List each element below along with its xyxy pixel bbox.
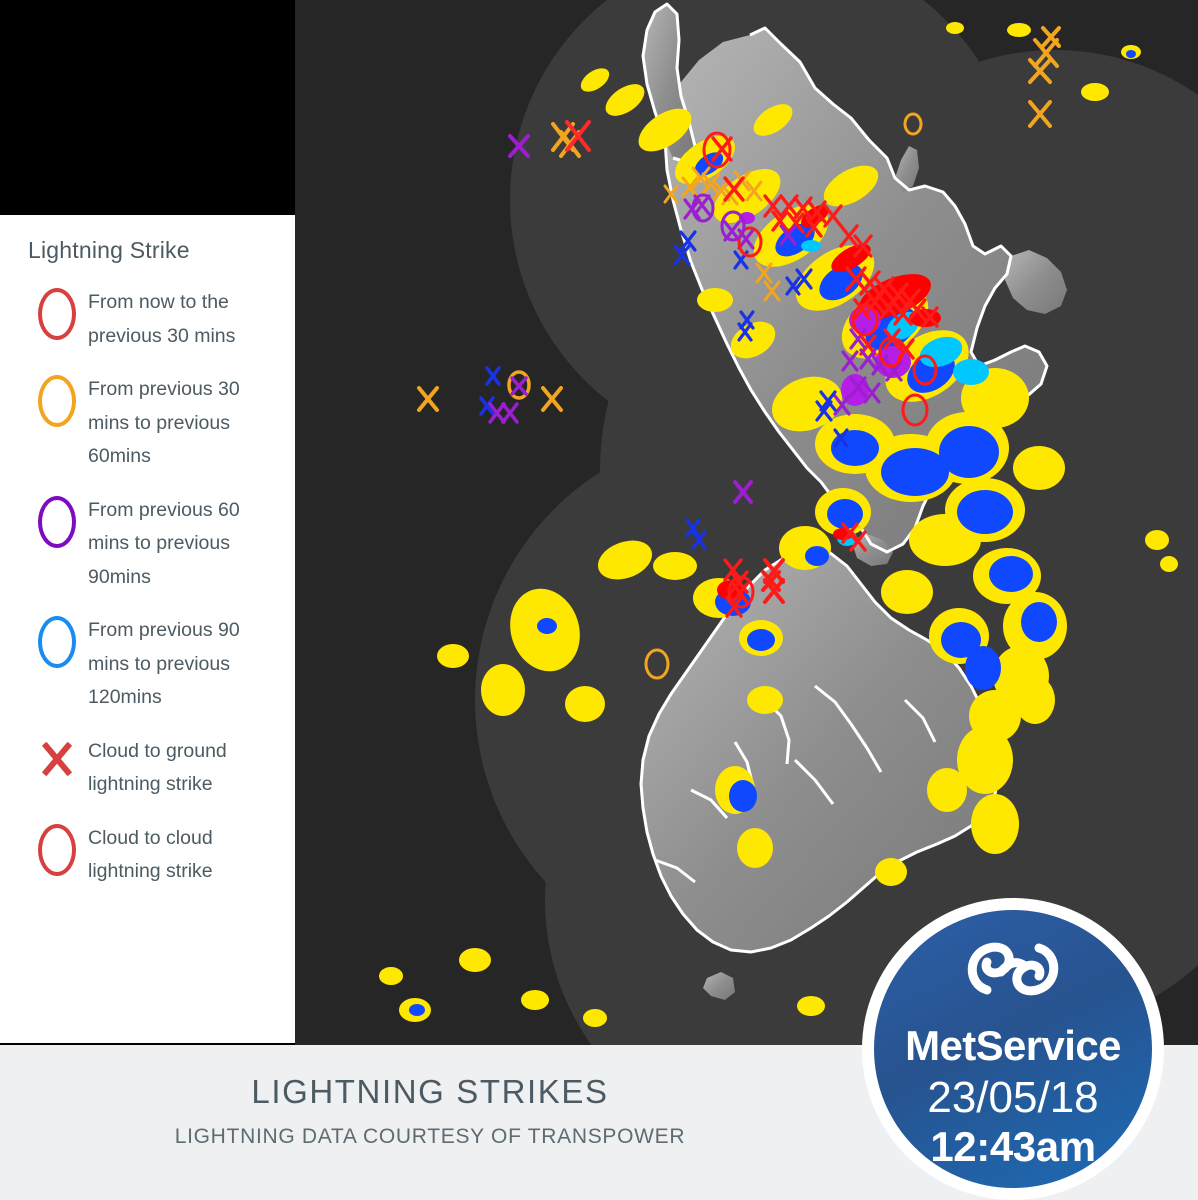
- lightning-strike-markers: [417, 26, 1061, 680]
- ring-purple-icon: [26, 494, 88, 548]
- ring-blue-icon: [26, 614, 88, 669]
- radar-map[interactable]: [295, 0, 1198, 1045]
- badge-time: 12:43am: [930, 1123, 1096, 1170]
- ring-orange-icon: [26, 373, 88, 428]
- legend-item-90-120: From previous 90 mins to previous 120min…: [26, 614, 295, 715]
- legend-item-cloud-to-cloud: Cloud to cloud lightning strike: [26, 822, 295, 889]
- legend-label-60-90: From previous 60 mins to previous 90mins: [88, 498, 240, 588]
- badge-disc: MetService 23/05/18 12:43am: [874, 910, 1152, 1188]
- legend-item-cloud-to-ground: Cloud to ground lightning strike: [26, 735, 295, 802]
- legend-label-0-30: From now to the previous 30 mins: [88, 291, 236, 347]
- legend-label-90-120: From previous 90 mins to previous 120min…: [88, 619, 240, 709]
- cloud-to-cloud-marker: [507, 370, 531, 400]
- legend-item-60-90: From previous 60 mins to previous 90mins: [26, 494, 295, 595]
- legend-label-cloud-to-cloud: Cloud to cloud lightning strike: [88, 826, 213, 883]
- cross-red-icon: [26, 735, 88, 781]
- page-title: LIGHTNING STRIKES: [251, 1073, 609, 1110]
- data-attribution: LIGHTNING DATA COURTESY OF TRANSPOWER: [174, 1125, 686, 1148]
- ring-red-icon-2: [26, 822, 88, 876]
- radar-map-canvas: [295, 0, 1198, 1045]
- legend-title: Lightning Strike: [28, 237, 190, 263]
- coastlines: [639, 2, 1049, 954]
- badge-brand-name: MetService: [905, 1022, 1121, 1069]
- legend-label-30-60: From previous 30 mins to previous 60mins: [88, 378, 240, 468]
- metservice-swirl-icon: [967, 942, 1059, 996]
- ring-red-icon: [26, 286, 88, 340]
- legend-item-0-30: From now to the previous 30 mins: [26, 286, 295, 353]
- legend-label-cloud-to-ground: Cloud to ground lightning strike: [88, 739, 227, 796]
- radar-echo-layer: [379, 22, 1178, 1027]
- badge-date: 23/05/18: [927, 1073, 1099, 1122]
- legend-panel: Lightning Strike From now to the previou…: [0, 215, 295, 1043]
- legend-item-30-60: From previous 30 mins to previous 60mins: [26, 373, 295, 474]
- metservice-badge: MetService 23/05/18 12:43am: [862, 898, 1164, 1200]
